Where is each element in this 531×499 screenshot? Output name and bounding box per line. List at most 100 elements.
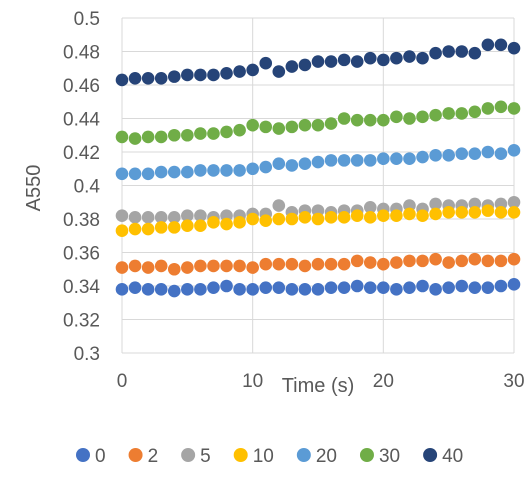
legend-item-5: 5 (181, 446, 211, 467)
data-point (481, 102, 495, 115)
data-point (272, 122, 286, 135)
data-point (220, 164, 233, 177)
data-point (220, 259, 233, 273)
data-point (207, 281, 220, 294)
data-point (363, 211, 377, 224)
y-axis-title: A550 (23, 165, 45, 212)
data-point (468, 147, 482, 160)
data-point (115, 261, 129, 274)
y-tick-label: 0.34 (63, 277, 100, 298)
data-point (128, 132, 142, 145)
data-point (285, 60, 299, 73)
legend: 0 2 5 10 20 30 40 (76, 446, 463, 467)
legend-marker (76, 448, 90, 462)
data-point (128, 259, 142, 273)
data-point (285, 120, 299, 134)
legend-item-20: 20 (296, 446, 337, 467)
data-point (181, 128, 194, 142)
data-point (115, 130, 129, 144)
y-axis-ticks: 0.3 0.32 0.34 0.36 0.38 0.4 0.42 0.44 0.46 0.48 0.… (63, 9, 100, 365)
data-point (298, 157, 312, 171)
data-point (416, 254, 429, 268)
data-point (507, 195, 521, 209)
y-tick-label: 0.38 (63, 210, 100, 231)
y-tick-label: 0.32 (63, 311, 100, 332)
legend-label: 10 (253, 446, 274, 467)
data-point (154, 165, 168, 179)
data-point (272, 257, 286, 271)
data-point (272, 281, 286, 294)
data-point (455, 206, 469, 219)
data-point (377, 53, 390, 67)
data-point (233, 216, 246, 229)
data-point (429, 252, 442, 266)
data-point (259, 56, 273, 70)
data-point (507, 278, 521, 291)
data-point (141, 72, 155, 85)
data-point (246, 283, 259, 296)
data-point (337, 281, 351, 294)
data-point (429, 283, 442, 296)
data-point (350, 113, 364, 127)
data-point (350, 55, 364, 68)
data-point (285, 212, 299, 226)
data-point (115, 283, 129, 296)
data-point (246, 63, 259, 77)
data-point (128, 222, 142, 236)
data-point (181, 219, 194, 232)
data-point (194, 283, 207, 296)
data-point (468, 46, 482, 60)
series-2 (115, 252, 521, 276)
data-point (390, 283, 403, 296)
data-point (311, 55, 325, 68)
data-point (481, 38, 495, 52)
data-point (350, 279, 364, 293)
series-40 (115, 38, 521, 87)
legend-label: 30 (379, 446, 400, 467)
data-point (272, 212, 286, 226)
data-point (311, 257, 325, 271)
legend-marker (128, 448, 143, 462)
data-point (429, 108, 442, 122)
data-point (350, 254, 364, 268)
y-tick-label: 0.4 (74, 177, 101, 198)
data-point (468, 105, 482, 119)
data-point (181, 261, 194, 274)
data-point (468, 281, 482, 294)
data-point (298, 259, 312, 273)
data-point (363, 154, 377, 167)
data-point (154, 211, 168, 224)
data-point (220, 66, 233, 80)
data-point (324, 257, 338, 271)
data-point (363, 200, 377, 214)
data-point (259, 214, 273, 227)
data-point (442, 256, 455, 269)
legend-label: 20 (316, 446, 337, 467)
data-point (154, 130, 168, 144)
data-point (167, 70, 181, 83)
series-0 (115, 278, 521, 298)
x-tick-label: 30 (503, 371, 524, 392)
data-point (507, 144, 521, 157)
legend-item-0: 0 (76, 446, 106, 467)
data-point (115, 209, 129, 222)
data-point (233, 65, 246, 78)
data-point (220, 125, 233, 139)
data-point (481, 254, 495, 268)
data-point (416, 51, 429, 65)
data-point (494, 279, 508, 293)
data-point (363, 51, 377, 65)
data-point (194, 219, 207, 232)
data-point (259, 160, 273, 174)
data-point (494, 38, 508, 52)
legend-marker (181, 448, 196, 462)
data-point (194, 68, 207, 82)
data-point (272, 199, 286, 212)
data-point (141, 261, 155, 274)
data-point (429, 149, 442, 162)
data-point (194, 164, 207, 177)
data-point (181, 68, 194, 82)
legend-label: 2 (148, 446, 159, 467)
legend-item-10: 10 (233, 446, 274, 467)
